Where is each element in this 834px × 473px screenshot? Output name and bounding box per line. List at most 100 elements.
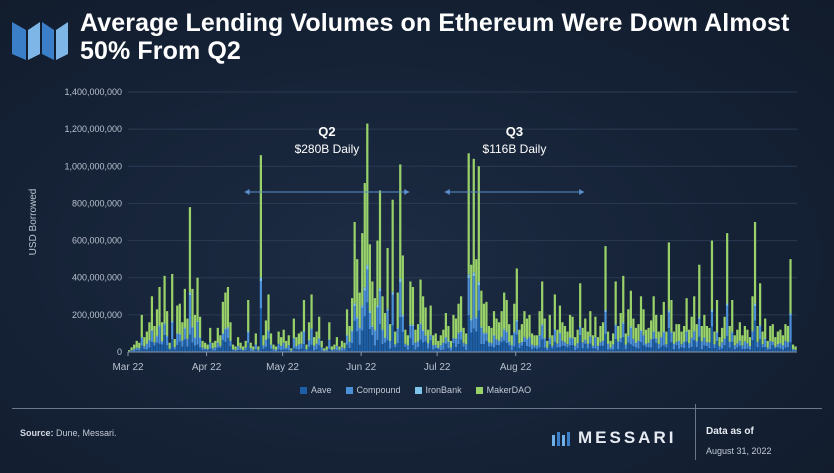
bar-segment [155, 335, 159, 337]
bar-segment [323, 350, 326, 352]
bar-segment [201, 347, 204, 351]
bar-segment [285, 349, 288, 352]
bar-segment [728, 347, 731, 352]
bar-segment [209, 348, 212, 352]
bar-segment [561, 345, 564, 352]
bar-segment [568, 345, 572, 352]
bar-segment [601, 340, 605, 342]
bar-segment [561, 340, 564, 342]
bar-segment [204, 349, 207, 352]
bar-segment [677, 341, 681, 349]
bar-segment [784, 347, 787, 352]
bar-segment [383, 342, 387, 352]
bar-segment [457, 344, 460, 352]
bar-segment [541, 281, 544, 325]
bar-segment [500, 311, 503, 337]
bar-segment [781, 349, 785, 352]
bar-segment [541, 339, 544, 352]
bar-segment [556, 347, 559, 352]
bar-segment [373, 345, 377, 352]
bar-segment [307, 340, 311, 347]
bar-segment [518, 329, 521, 344]
bar-segment [135, 349, 138, 352]
bar-segment [320, 340, 323, 348]
bar-segment [599, 345, 602, 352]
bar-segment [624, 344, 627, 350]
bar-segment [710, 240, 714, 310]
bar-segment [634, 343, 638, 348]
bar-segment [553, 329, 556, 331]
bar-segment [738, 322, 741, 341]
bar-segment [135, 347, 138, 350]
bar-segment [287, 350, 290, 352]
bar-segment [302, 344, 306, 352]
bar-segment [254, 344, 257, 350]
bar-segment [272, 344, 275, 349]
bar-segment [495, 345, 498, 352]
bar-segment [715, 333, 719, 342]
bar-segment [158, 287, 161, 326]
bar-segment [396, 329, 399, 343]
bar-segment [340, 350, 344, 352]
bar-segment [543, 338, 546, 348]
bar-segment [632, 318, 635, 339]
bar-segment [579, 326, 582, 328]
annotation-arrow-right [404, 189, 410, 195]
bar-segment [693, 331, 696, 341]
bar-segment [784, 324, 787, 341]
bar-segment [447, 326, 450, 342]
bar-segment [242, 349, 245, 351]
bar-segment [710, 326, 714, 352]
bar-segment [236, 346, 240, 351]
bar-segment [766, 347, 769, 350]
y-tick-label: 600,000,000 [72, 236, 122, 246]
bar-segment [695, 340, 698, 342]
bar-segment [155, 309, 159, 336]
bar-segment [571, 345, 574, 352]
bar-segment [769, 349, 772, 352]
bar-segment [421, 331, 425, 343]
bar-segment [229, 340, 232, 341]
bar-segment [226, 327, 230, 329]
bar-segment [703, 338, 706, 346]
bar-segment [604, 334, 607, 352]
bar-segment [665, 347, 668, 352]
bar-segment [249, 342, 252, 349]
bar-segment [214, 347, 217, 351]
bar-segment [568, 338, 572, 346]
bar-segment [586, 331, 589, 344]
bar-segment [538, 335, 541, 336]
bar-segment [196, 322, 199, 345]
bar-segment [472, 276, 475, 329]
bar-segment [348, 348, 351, 352]
bar-segment [396, 292, 399, 329]
bar-segment [781, 335, 785, 346]
bar-segment [538, 311, 541, 335]
bar-segment [176, 333, 179, 335]
bar-segment [280, 346, 283, 351]
bar-segment [183, 339, 186, 352]
bar-segment [523, 336, 526, 338]
as-of-date: August 31, 2022 [706, 446, 772, 456]
bar-segment [348, 341, 351, 343]
bar-segment [655, 342, 658, 352]
bar-segment [726, 303, 729, 306]
bar-segment [708, 348, 711, 352]
bar-segment [130, 350, 133, 352]
bar-segment [353, 320, 356, 352]
bar-segment [442, 329, 445, 343]
bar-segment [543, 347, 546, 352]
bar-segment [333, 344, 336, 350]
bar-segment [731, 300, 734, 332]
bar-segment [774, 337, 777, 347]
bar-segment [650, 347, 653, 352]
bar-segment [647, 347, 650, 352]
bar-segment [472, 272, 475, 277]
bar-segment [226, 287, 230, 328]
bar-segment [703, 345, 706, 352]
y-tick-label: 400,000,000 [72, 273, 122, 283]
bar-segment [594, 348, 597, 352]
bar-segment [351, 298, 354, 331]
bar-segment [748, 346, 752, 350]
bar-segment [338, 346, 341, 350]
